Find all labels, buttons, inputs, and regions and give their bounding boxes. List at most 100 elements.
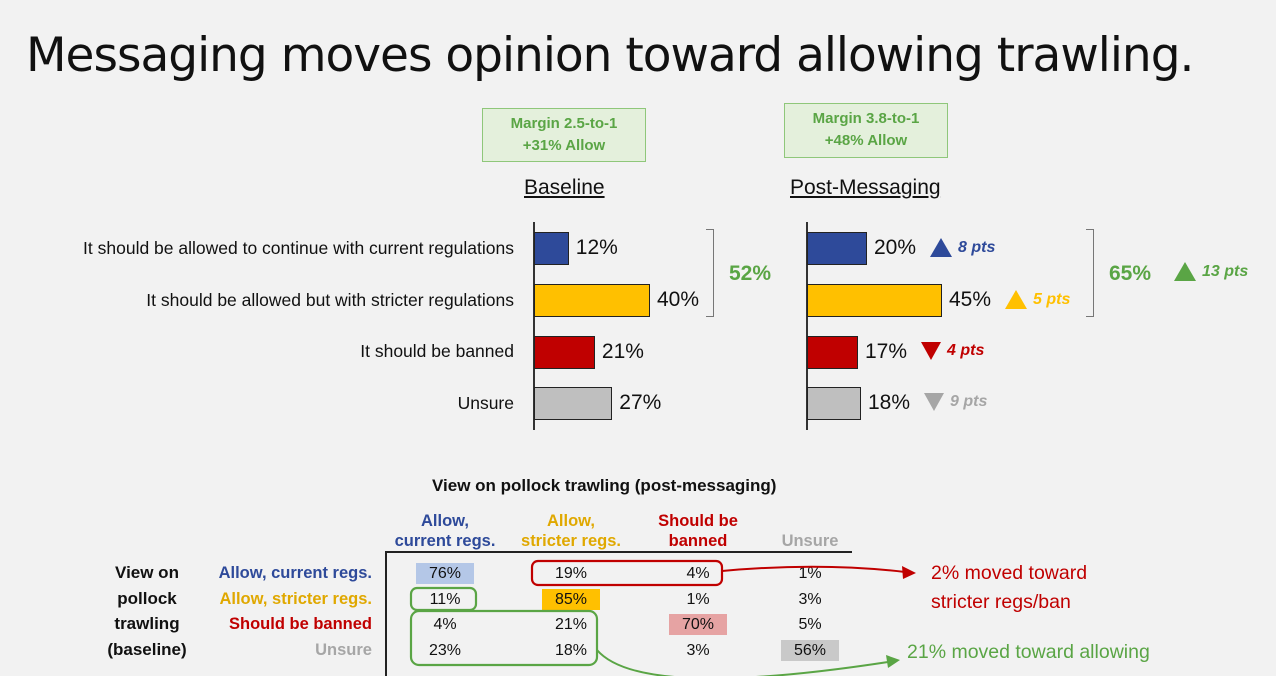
post-value-label-stricter-regs: 45% [949, 288, 992, 311]
green-arrow-head [886, 655, 900, 668]
post-change-stricter-regs: 5 pts [1005, 290, 1070, 309]
column-header-line: Allow, [547, 512, 595, 530]
column-header-line: stricter regs. [521, 532, 621, 550]
baseline-bar-current-regs [534, 232, 569, 265]
row-header-unsure: Unsure [315, 641, 372, 659]
baseline-value-label-current-regs: 12% [575, 236, 618, 259]
post-bar-current-regs [807, 232, 867, 265]
table-cell-allow-current-allow-current: 76% [416, 563, 474, 584]
baseline-margin-box: Margin 2.5-to-1 +31% Allow [482, 108, 646, 162]
post-margin-line-1: Margin 3.8-to-1 [812, 110, 920, 127]
post-change-text-stricter-regs: 5 pts [1033, 290, 1071, 308]
green-callout-box-large [409, 609, 599, 667]
table-cell-banned-allow-stricter: 21% [554, 616, 588, 633]
table-cell-unsure-banned: 3% [686, 642, 710, 659]
table-cell-allow-current-allow-stricter: 19% [554, 565, 588, 582]
baseline-value-label-unsure: 27% [619, 391, 662, 414]
post-axis [806, 222, 808, 430]
column-header-line: Allow, [421, 512, 469, 530]
category-label-unsure: Unsure [457, 393, 514, 413]
baseline-margin-line-1: Margin 2.5-to-1 [510, 115, 618, 132]
column-header-unsure: Unsure [735, 531, 885, 551]
row-axis-line-4: (baseline) [107, 639, 187, 659]
column-header-line: Unsure [781, 532, 839, 550]
post-value-label-current-regs: 20% [874, 236, 917, 259]
table-title: View on pollock trawling (post-messaging… [432, 476, 777, 495]
baseline-value-label-stricter-regs: 40% [657, 288, 700, 311]
green-callout-box-small [409, 586, 478, 612]
row-axis-line-3: trawling [114, 614, 180, 633]
column-header-line: Should be [658, 512, 738, 530]
triangle-up-icon [1005, 290, 1027, 309]
post-change-text-unsure: 9 pts [950, 393, 988, 410]
baseline-allow-total: 52% [729, 262, 772, 285]
post-value-label-banned: 17% [865, 340, 908, 363]
post-margin-line-2: +48% Allow [824, 132, 908, 149]
column-header-allow-stricter: Allow, stricter regs. [496, 511, 646, 551]
column-header-line: banned [668, 532, 728, 550]
row-header-allow-stricter: Allow, stricter regs. [219, 590, 372, 608]
row-header-banned: Should be banned [229, 615, 372, 633]
post-allow-total-change: 13 pts [1174, 262, 1248, 281]
table-cell-allow-stricter-banned: 1% [686, 591, 710, 608]
baseline-bar-unsure [534, 387, 613, 420]
green-callout-text: 21% moved toward allowing [907, 638, 1150, 667]
table-cell-unsure-allow-stricter: 18% [554, 642, 588, 659]
table-cell-unsure-allow-current: 23% [428, 642, 462, 659]
red-callout-line-1: 2% moved toward [931, 562, 1088, 584]
category-label-stricter-regs: It should be allowed but with stricter r… [146, 290, 514, 310]
red-callout-line-2: stricter regs/ban [931, 591, 1071, 613]
green-arrow [596, 649, 889, 676]
column-header-line: current regs. [394, 532, 496, 550]
row-axis-line-2: pollock [117, 588, 177, 608]
table-cell-banned-allow-current: 4% [433, 616, 457, 633]
triangle-down-icon [924, 393, 944, 411]
green-callout-line-1: 21% moved toward allowing [907, 641, 1150, 663]
table-cell-banned-banned: 70% [669, 614, 727, 635]
table-cell-unsure-unsure: 56% [781, 640, 839, 661]
red-callout-box [530, 559, 724, 587]
baseline-margin-line-2: +31% Allow [522, 137, 606, 154]
post-change-text-current-regs: 8 pts [958, 238, 996, 256]
row-header-allow-current: Allow, current regs. [218, 564, 372, 582]
post-bar-unsure [807, 387, 861, 420]
post-allow-total-change-text: 13 pts [1202, 262, 1249, 280]
red-arrow-head [902, 566, 916, 579]
post-allow-total: 65% [1109, 262, 1152, 285]
red-callout-text: 2% moved toward stricter regs/ban [931, 559, 1087, 617]
triangle-down-icon [921, 342, 941, 360]
baseline-allow-brace [706, 229, 714, 317]
post-change-banned: 4 pts [921, 342, 984, 360]
column-header-banned: Should be banned [623, 511, 773, 551]
post-chart-title: Post-Messaging [790, 176, 941, 199]
post-allow-brace [1086, 229, 1094, 317]
table-header-rule [386, 551, 852, 553]
post-value-label-unsure: 18% [868, 391, 911, 414]
baseline-chart-title: Baseline [524, 176, 605, 199]
category-label-banned: It should be banned [360, 341, 514, 361]
baseline-bar-stricter-regs [534, 284, 650, 317]
baseline-bar-banned [534, 336, 595, 369]
post-change-unsure: 9 pts [924, 393, 987, 411]
table-cell-allow-stricter-allow-stricter: 85% [542, 589, 600, 610]
category-label-current-regs: It should be allowed to continue with cu… [83, 238, 514, 258]
red-arrow [721, 565, 906, 573]
post-bar-banned [807, 336, 858, 369]
table-left-rule [385, 551, 387, 676]
baseline-value-label-banned: 21% [601, 340, 644, 363]
post-change-current-regs: 8 pts [930, 238, 995, 257]
table-cell-allow-stricter-allow-current: 11% [429, 591, 461, 608]
triangle-up-icon [1174, 262, 1196, 281]
post-change-text-banned: 4 pts [947, 342, 985, 359]
page-title: Messaging moves opinion toward allowing … [26, 28, 1194, 83]
row-axis-line-1: View on [115, 563, 179, 582]
triangle-up-icon [930, 238, 952, 257]
table-cell-banned-unsure: 5% [798, 616, 822, 633]
table-cell-allow-current-unsure: 1% [798, 565, 822, 582]
post-margin-box: Margin 3.8-to-1 +48% Allow [784, 103, 948, 158]
table-cell-allow-stricter-unsure: 3% [798, 591, 822, 608]
column-header-allow-current: Allow, current regs. [370, 511, 520, 551]
post-bar-stricter-regs [807, 284, 942, 317]
table-row-axis-label: View on pollock trawling (baseline) [97, 560, 197, 662]
